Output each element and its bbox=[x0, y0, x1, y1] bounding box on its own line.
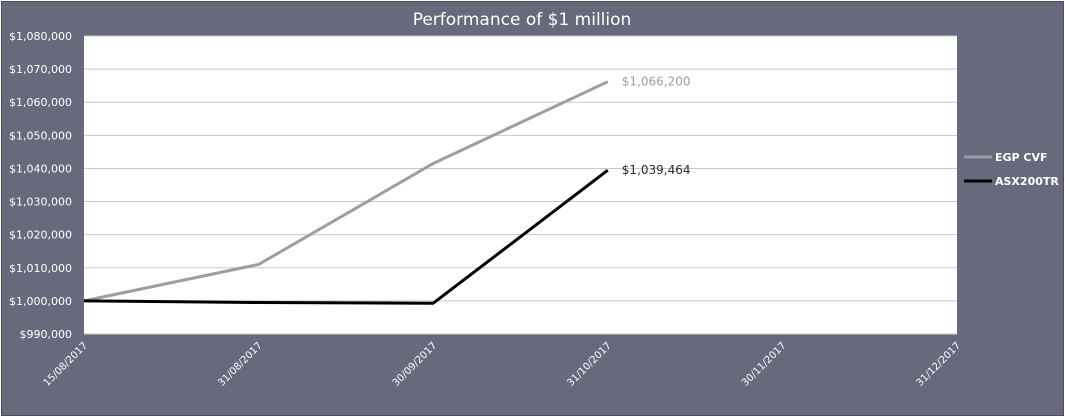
y-tick-label: $1,000,000 bbox=[9, 295, 72, 308]
y-tick-label: $1,080,000 bbox=[9, 30, 72, 43]
legend-label-asx200tr: ASX200TR bbox=[995, 175, 1059, 188]
data-label: $1,039,464 bbox=[622, 163, 691, 177]
x-tick-label: 30/09/2017 bbox=[391, 340, 440, 389]
series-line-egp-cvf bbox=[83, 80, 609, 303]
y-tick-label: $1,050,000 bbox=[9, 129, 72, 142]
legend-label-egp-cvf: EGP CVF bbox=[995, 151, 1048, 164]
x-axis-ticks: 15/08/2017 31/08/2017 30/09/2017 31/10/2017… bbox=[42, 340, 964, 389]
legend: EGP CVF ASX200TR bbox=[964, 151, 1059, 188]
y-tick-label: $1,030,000 bbox=[9, 196, 72, 209]
x-tick-label: 31/10/2017 bbox=[565, 340, 614, 389]
data-labels: $1,066,200 $1,039,464 bbox=[622, 75, 691, 178]
y-tick-label: $1,040,000 bbox=[9, 162, 72, 175]
x-tick-label: 31/08/2017 bbox=[216, 340, 265, 389]
x-tick-label: 31/12/2017 bbox=[915, 340, 964, 389]
plot-area bbox=[84, 36, 957, 334]
y-tick-label: $1,010,000 bbox=[9, 262, 72, 275]
y-tick-label: $990,000 bbox=[20, 328, 73, 341]
x-tick-label: 15/08/2017 bbox=[42, 340, 91, 389]
x-tick-label: 30/11/2017 bbox=[740, 340, 789, 389]
y-tick-label: $1,070,000 bbox=[9, 63, 72, 76]
y-tick-label: $1,060,000 bbox=[9, 96, 72, 109]
series-line-asx200tr bbox=[83, 169, 609, 305]
series-lines bbox=[83, 80, 609, 305]
y-tick-label: $1,020,000 bbox=[9, 229, 72, 242]
data-label: $1,066,200 bbox=[622, 75, 691, 89]
chart-title: Performance of $1 million bbox=[413, 10, 632, 30]
y-axis-ticks: $990,000 $1,000,000 $1,010,000 $1,020,000 $1… bbox=[9, 30, 72, 341]
